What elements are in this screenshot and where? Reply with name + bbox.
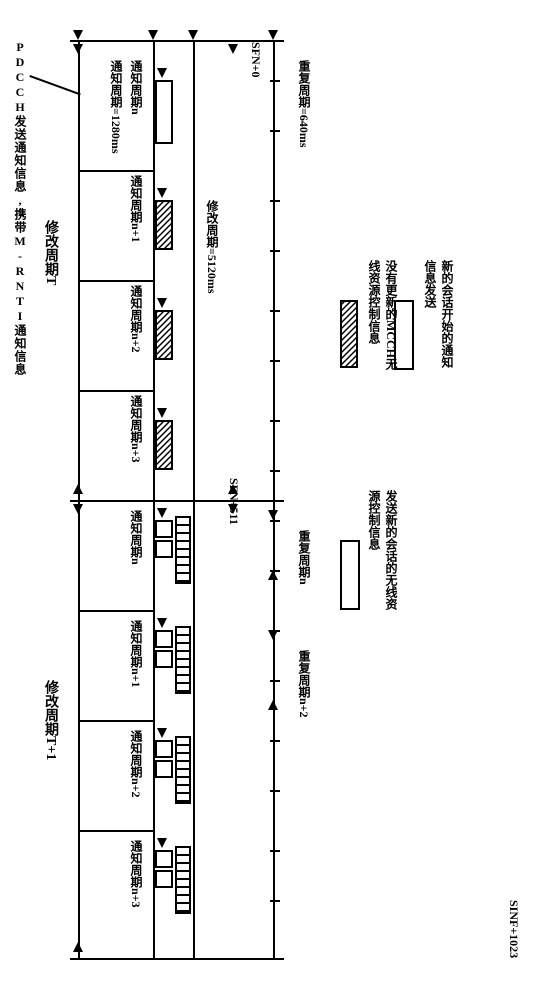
bar-arrow [157,298,167,308]
axis-tick [270,470,280,472]
notify-n1-T1: 通知周期n+1 [128,620,145,688]
notify-n3-T: 通知周期n+3 [128,395,145,463]
sfn1023-label: SINF+1023 [506,900,521,958]
mcch-bar-hatched [155,420,173,470]
notify-bar-plain [155,740,173,758]
bar-arrow [157,728,167,738]
notify-bar-plain [155,760,173,778]
sep-t-1 [78,170,155,172]
arrow-col1-bot [73,942,83,952]
notify-n3-T1: 通知周期n+3 [128,840,145,908]
sep-t1-3 [78,830,155,832]
notify-n2-T: 通知周期n+2 [128,285,145,353]
mcch-bar-plain [155,80,173,144]
mod-period-len: 修改周期=5120ms [204,200,221,294]
sep-t1-2 [78,720,155,722]
bottom-caption-group: 发送新的会话的无线资源控制信息 [340,540,360,610]
arrow-sfn511a [228,484,238,494]
arrow-sfn511b [228,504,238,514]
mod-period-T: 修改周期T [40,220,60,285]
bar-arrow [157,618,167,628]
axis-tick [270,790,280,792]
axis-tick [270,740,280,742]
arrow-top-1 [73,30,83,40]
notify-period-len: 通知周期=1280ms [108,60,125,154]
repeat-period-len: 重复周期=640ms [296,60,313,148]
range-arrow-4 [268,700,278,710]
mcch-bar-hatched [155,310,173,360]
axis-tick [270,130,280,132]
arrow-top-4 [268,30,278,40]
bar-arrow [157,68,167,78]
notify-n2-T1: 通知周期n+2 [128,730,145,798]
cap-mid [70,500,284,502]
notify-n-T: 通知周期n [128,60,145,115]
top-label: PDCCH发送通知信息,携带M-RNTI通知信息 [12,40,29,376]
cap-bottom [70,958,284,960]
axis-tick [270,200,280,202]
notify-bar-plain [155,870,173,888]
sep-t-2 [78,280,155,282]
mod-period-T1: 修改周期T+1 [40,680,60,760]
sep-t1-1 [78,610,155,612]
notify-bar-plain [155,850,173,868]
bar-arrow [157,838,167,848]
axis-tick [270,850,280,852]
sfn0-label: SFN+0 [248,42,263,78]
repeat-n: 重复周期n [296,530,313,585]
sep-t-3 [78,390,155,392]
legend: 没有更新的MCCH无线资源控制信息 新的会话开始的通知信息发送 [340,300,360,373]
grid-strip [175,626,191,694]
axis-tick [270,520,280,522]
label-pointer [29,75,80,95]
bottom-swatch [340,540,360,610]
grid-strip [175,736,191,804]
legend-plain-text: 新的会话开始的通知信息发送 [422,260,456,373]
range-arrow-2 [268,570,278,580]
bar-arrow [157,508,167,518]
notify-bar-plain [155,520,173,538]
mcch-bar-hatched [155,200,173,250]
range-arrow-3 [268,630,278,640]
axis-tick [270,310,280,312]
arrow-sfn0 [228,44,238,54]
notify-n-T1: 通知周期n [128,510,145,565]
grid-strip [175,516,191,584]
arrow-col1-mida [73,484,83,494]
axis-tick [270,360,280,362]
grid-strip [175,846,191,914]
arrow-col1-midb [73,504,83,514]
repeat-n2: 重复周期n+2 [296,650,313,718]
legend-hatch-swatch [340,300,360,370]
bottom-caption: 发送新的会话的无线资源控制信息 [366,490,400,610]
bar-arrow [157,408,167,418]
arrow-col1-top [73,44,83,54]
bar-arrow [157,188,167,198]
notify-bar-plain [155,630,173,648]
notify-bar-plain [155,540,173,558]
axis-tick [270,420,280,422]
notify-n1-T: 通知周期n+1 [128,175,145,243]
legend-plain-swatch [394,300,414,370]
range-arrow-1 [268,510,278,520]
axis-tick [270,80,280,82]
arrow-top-2 [148,30,158,40]
arrow-top-3 [188,30,198,40]
axis-tick [270,900,280,902]
axis-tick [270,680,280,682]
notify-bar-plain [155,650,173,668]
axis-tick [270,250,280,252]
